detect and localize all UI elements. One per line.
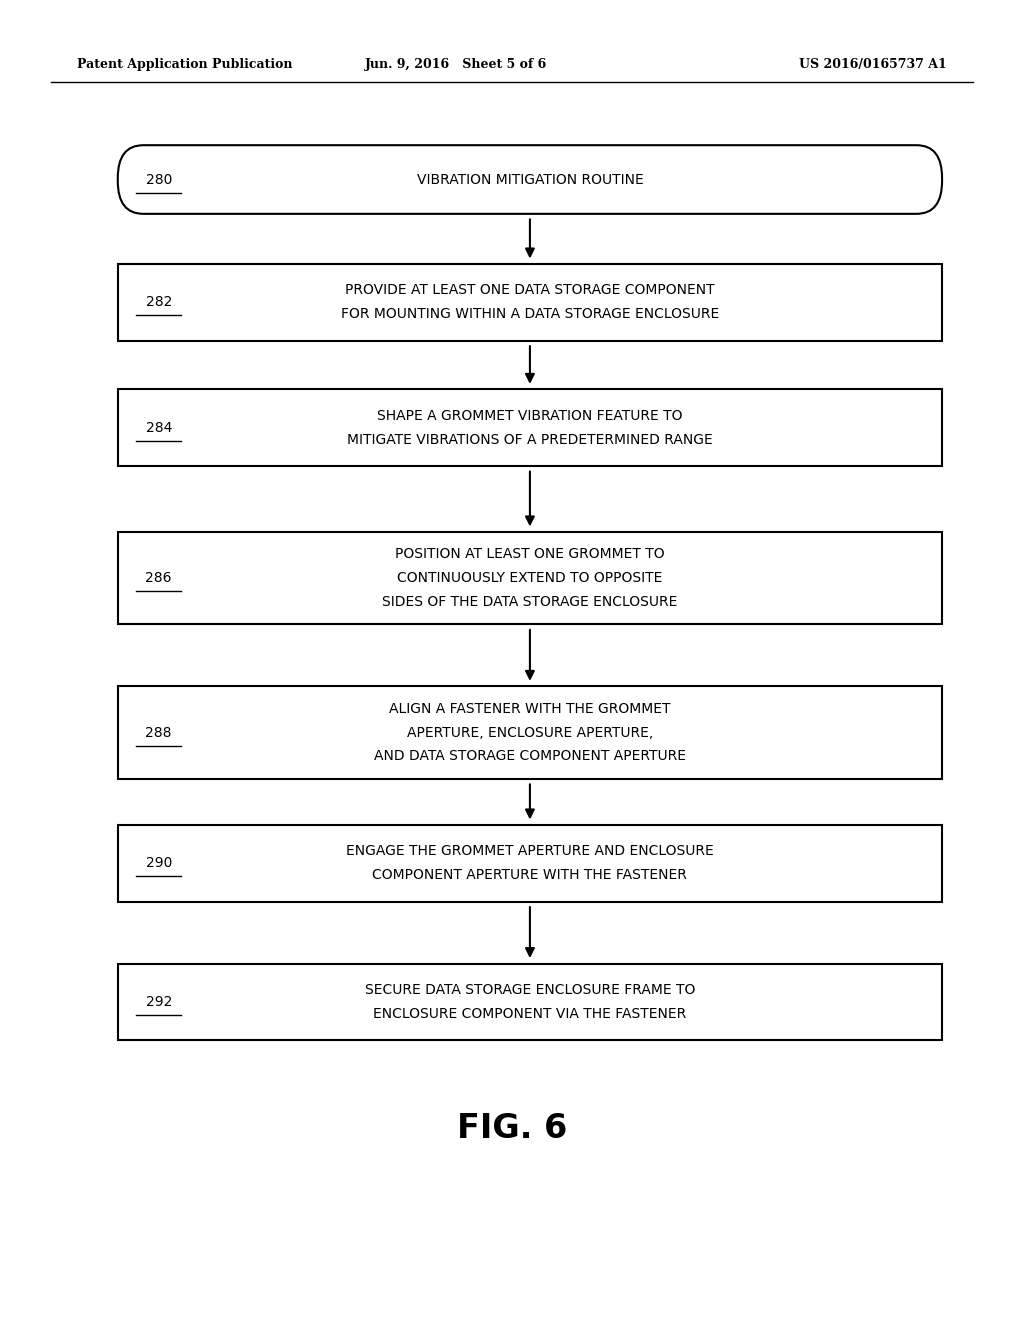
Bar xyxy=(118,264,942,341)
Text: SHAPE A GROMMET VIBRATION FEATURE TO: SHAPE A GROMMET VIBRATION FEATURE TO xyxy=(377,409,683,422)
Text: AND DATA STORAGE COMPONENT APERTURE: AND DATA STORAGE COMPONENT APERTURE xyxy=(374,750,686,763)
Text: SIDES OF THE DATA STORAGE ENCLOSURE: SIDES OF THE DATA STORAGE ENCLOSURE xyxy=(382,595,678,609)
Text: 286: 286 xyxy=(145,572,172,585)
Text: COMPONENT APERTURE WITH THE FASTENER: COMPONENT APERTURE WITH THE FASTENER xyxy=(373,869,687,882)
Text: 290: 290 xyxy=(145,857,172,870)
Bar xyxy=(118,825,942,902)
Text: VIBRATION MITIGATION ROUTINE: VIBRATION MITIGATION ROUTINE xyxy=(417,173,643,186)
Text: POSITION AT LEAST ONE GROMMET TO: POSITION AT LEAST ONE GROMMET TO xyxy=(395,548,665,561)
Text: ALIGN A FASTENER WITH THE GROMMET: ALIGN A FASTENER WITH THE GROMMET xyxy=(389,702,671,715)
Text: MITIGATE VIBRATIONS OF A PREDETERMINED RANGE: MITIGATE VIBRATIONS OF A PREDETERMINED R… xyxy=(347,433,713,446)
Text: US 2016/0165737 A1: US 2016/0165737 A1 xyxy=(800,58,947,71)
Text: FIG. 6: FIG. 6 xyxy=(457,1111,567,1146)
Bar xyxy=(118,389,942,466)
Text: ENCLOSURE COMPONENT VIA THE FASTENER: ENCLOSURE COMPONENT VIA THE FASTENER xyxy=(374,1007,686,1020)
Text: SECURE DATA STORAGE ENCLOSURE FRAME TO: SECURE DATA STORAGE ENCLOSURE FRAME TO xyxy=(365,983,695,997)
FancyBboxPatch shape xyxy=(118,145,942,214)
Bar xyxy=(118,964,942,1040)
Text: Jun. 9, 2016   Sheet 5 of 6: Jun. 9, 2016 Sheet 5 of 6 xyxy=(365,58,547,71)
Text: 280: 280 xyxy=(145,173,172,186)
Text: 288: 288 xyxy=(145,726,172,739)
Text: 284: 284 xyxy=(145,421,172,434)
Text: Patent Application Publication: Patent Application Publication xyxy=(77,58,292,71)
Text: FOR MOUNTING WITHIN A DATA STORAGE ENCLOSURE: FOR MOUNTING WITHIN A DATA STORAGE ENCLO… xyxy=(341,308,719,321)
Text: CONTINUOUSLY EXTEND TO OPPOSITE: CONTINUOUSLY EXTEND TO OPPOSITE xyxy=(397,572,663,585)
Text: APERTURE, ENCLOSURE APERTURE,: APERTURE, ENCLOSURE APERTURE, xyxy=(407,726,653,739)
Text: 292: 292 xyxy=(145,995,172,1008)
Text: 282: 282 xyxy=(145,296,172,309)
Text: PROVIDE AT LEAST ONE DATA STORAGE COMPONENT: PROVIDE AT LEAST ONE DATA STORAGE COMPON… xyxy=(345,284,715,297)
Bar xyxy=(118,686,942,779)
Bar xyxy=(118,532,942,624)
Text: ENGAGE THE GROMMET APERTURE AND ENCLOSURE: ENGAGE THE GROMMET APERTURE AND ENCLOSUR… xyxy=(346,845,714,858)
